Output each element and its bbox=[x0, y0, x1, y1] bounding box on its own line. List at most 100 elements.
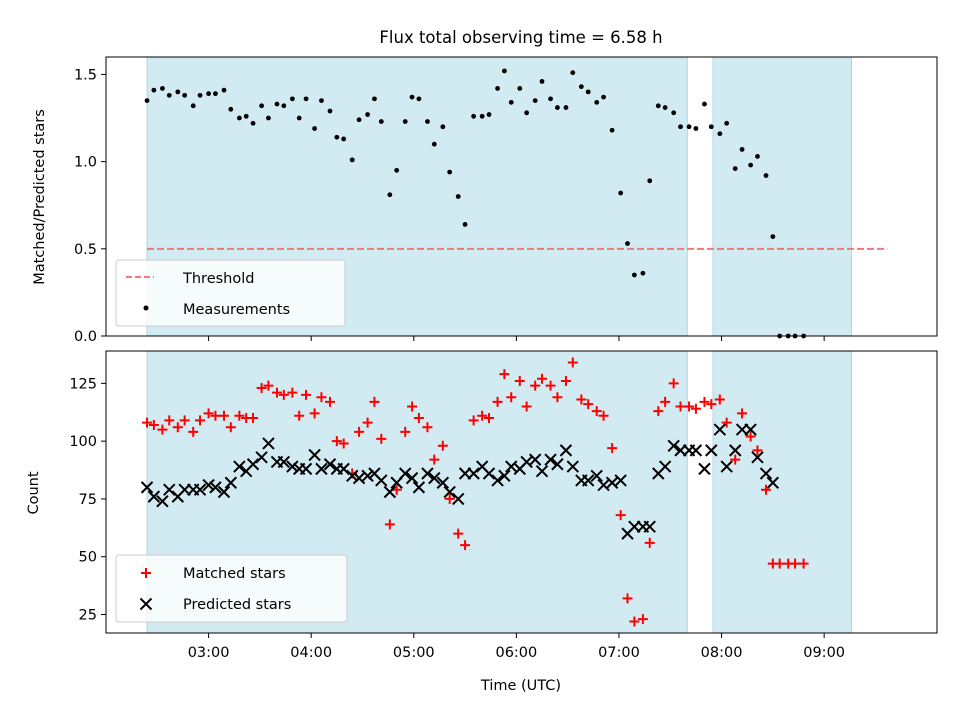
matched-star-point bbox=[248, 413, 259, 424]
predicted-star-point bbox=[224, 476, 238, 489]
x-tick-label: 04:00 bbox=[290, 645, 332, 661]
measurement-point bbox=[524, 110, 530, 116]
measurement-point bbox=[409, 94, 415, 100]
matched-star-point bbox=[172, 422, 183, 433]
bottom-legend: Matched stars Predicted stars bbox=[115, 554, 348, 623]
threshold-legend-label: Threshold bbox=[182, 271, 254, 287]
matched-star-point bbox=[376, 433, 387, 444]
matched-star-point bbox=[675, 401, 686, 412]
measurement-point bbox=[266, 115, 271, 121]
x-tick-label: 05:00 bbox=[393, 645, 435, 661]
bottom-y-axis-label: Count bbox=[26, 471, 42, 514]
measurement-point bbox=[440, 124, 446, 130]
measurement-point bbox=[151, 87, 157, 93]
predicted-star-point bbox=[308, 448, 321, 462]
chart-title: Flux total observing time = 6.58 h bbox=[379, 28, 662, 47]
matched-star-point bbox=[684, 401, 695, 412]
matched-star-point bbox=[745, 431, 756, 442]
matched-star-point bbox=[761, 484, 772, 495]
predicted-star-point bbox=[163, 483, 176, 496]
measurement-point bbox=[631, 272, 637, 278]
measurement-point bbox=[312, 126, 318, 131]
measurement-point bbox=[732, 166, 738, 172]
measurement-points bbox=[144, 68, 807, 339]
matched-star-point bbox=[790, 558, 801, 569]
matched-star-point bbox=[706, 399, 717, 410]
x-tick-label: 06:00 bbox=[495, 645, 537, 661]
matched-star-point bbox=[615, 510, 626, 521]
measurement-point bbox=[289, 96, 295, 102]
predicted-star-point bbox=[713, 423, 727, 436]
bottom-axes-frame bbox=[105, 350, 938, 634]
y-tick-label: 0.5 bbox=[74, 242, 97, 258]
predicted-star-point bbox=[482, 467, 496, 480]
matched-star-point bbox=[413, 413, 424, 424]
predicted-star-point bbox=[643, 520, 656, 533]
matched-star-point bbox=[384, 519, 395, 530]
predicted-star-point bbox=[277, 455, 291, 469]
predicted-star-point bbox=[375, 474, 388, 487]
measurement-point bbox=[327, 108, 333, 114]
measurement-point bbox=[431, 141, 437, 147]
measurement-point bbox=[601, 94, 606, 100]
predicted-star-point bbox=[658, 460, 672, 473]
matched-star-point bbox=[798, 558, 809, 569]
predicted-star-point bbox=[202, 478, 215, 492]
predicted-star-point bbox=[614, 474, 627, 487]
measurement-point bbox=[221, 87, 227, 93]
measurement-point bbox=[447, 169, 453, 175]
predicted-star-point bbox=[535, 464, 549, 478]
matched-star-point bbox=[668, 378, 679, 389]
predicted-star-point bbox=[255, 451, 268, 464]
matched-star-point bbox=[721, 417, 732, 428]
measurement-point bbox=[708, 124, 714, 130]
predicted-star-point bbox=[299, 462, 313, 476]
matched-star-point bbox=[690, 403, 701, 414]
measurement-point bbox=[175, 89, 181, 95]
measurement-point bbox=[259, 103, 264, 109]
predicted-star-point bbox=[405, 471, 419, 485]
top-panel: 0.0 0.5 1.0 1.5 Matched/Predicted stars Thr… bbox=[32, 56, 938, 345]
predicted-star-point bbox=[337, 462, 350, 476]
measurement-point bbox=[578, 84, 584, 90]
predicted-star-point bbox=[428, 471, 441, 485]
matched-star-point bbox=[453, 528, 464, 539]
predicted-star-point bbox=[443, 485, 456, 499]
matched-star-point bbox=[271, 387, 282, 398]
matched-star-point bbox=[422, 422, 433, 433]
matched-star-point bbox=[294, 410, 305, 421]
measurement-point bbox=[274, 101, 280, 107]
measurement-point bbox=[724, 120, 730, 126]
measurement-point bbox=[356, 117, 362, 123]
y-tick-label: 125 bbox=[69, 376, 97, 392]
measurement-point bbox=[662, 105, 668, 110]
predicted-star-point bbox=[233, 460, 246, 473]
matched-star-point bbox=[218, 410, 229, 421]
matched-star-point bbox=[774, 558, 785, 569]
matched-star-point bbox=[210, 410, 221, 421]
matched-star-point bbox=[530, 380, 541, 391]
top-legend-box bbox=[115, 259, 346, 327]
predicted-star-point bbox=[315, 462, 328, 476]
measurement-point bbox=[182, 92, 188, 98]
bottom-legend-box bbox=[115, 554, 348, 623]
measurement-point bbox=[640, 270, 646, 276]
matched-star-point bbox=[552, 392, 563, 403]
measurement-point bbox=[647, 178, 653, 184]
y-tick-label: 25 bbox=[79, 608, 97, 624]
measurement-point bbox=[539, 79, 545, 84]
predicted-star-point bbox=[551, 458, 564, 471]
measurement-point bbox=[686, 124, 692, 130]
measurement-point bbox=[763, 173, 769, 178]
measurement-point bbox=[755, 153, 760, 159]
matched-star-point bbox=[598, 410, 609, 421]
matched-star-point bbox=[437, 440, 448, 451]
measurement-point bbox=[394, 167, 400, 173]
predicted-star-point bbox=[751, 451, 764, 464]
measurement-point bbox=[495, 85, 500, 91]
measurement-point bbox=[365, 112, 371, 117]
matched-star-point bbox=[737, 408, 748, 419]
matched-star-point bbox=[316, 392, 327, 403]
predicted-star-point bbox=[498, 469, 511, 483]
